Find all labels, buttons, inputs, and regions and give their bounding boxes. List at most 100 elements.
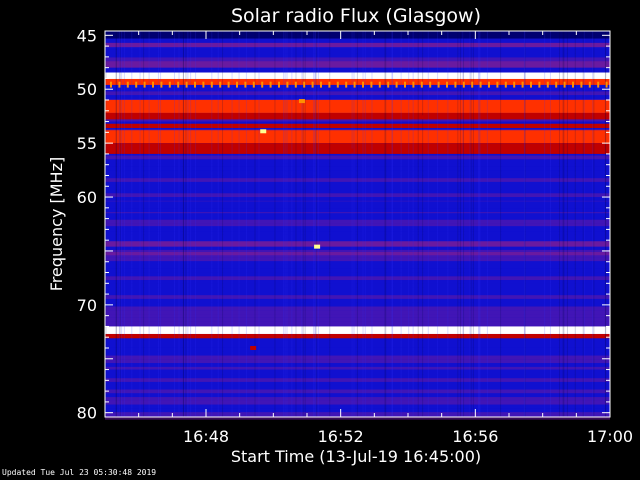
comb-dot — [429, 81, 432, 88]
streak — [182, 31, 184, 417]
texture-stripe — [105, 363, 610, 367]
streak — [211, 31, 213, 417]
streak — [119, 31, 121, 417]
frequency-band-17 — [105, 326, 610, 334]
streak — [462, 31, 464, 417]
streak — [315, 31, 317, 417]
texture-stripe — [105, 197, 610, 201]
comb-dot — [135, 81, 138, 88]
frequency-band-12 — [105, 213, 610, 218]
frequency-band-16 — [105, 261, 610, 265]
texture-stripe — [105, 246, 610, 250]
texture-stripe — [105, 283, 610, 288]
y-tick-label: 80 — [77, 404, 97, 423]
streak — [182, 31, 184, 417]
streak — [123, 31, 125, 417]
updated-timestamp: Updated Tue Jul 23 05:30:48 2019 — [2, 468, 157, 477]
comb-dot — [311, 81, 314, 88]
streak — [231, 31, 233, 417]
comb-dot — [202, 81, 205, 88]
texture-stripe — [105, 314, 610, 318]
texture-stripe — [105, 264, 610, 269]
y-axis: 45 50 55 60 70 80 — [77, 26, 610, 423]
streak — [583, 31, 585, 417]
streak — [437, 31, 439, 417]
comb-dot — [261, 81, 264, 88]
streak — [174, 31, 176, 417]
comb-dot — [110, 81, 112, 88]
streak — [314, 31, 316, 417]
streak — [353, 31, 355, 417]
texture-stripe — [105, 178, 610, 182]
frequency-band-0 — [105, 31, 610, 39]
comb-dot — [446, 81, 448, 88]
comb-dot — [555, 81, 558, 88]
comb-dot — [404, 81, 406, 88]
texture-stripe — [105, 257, 610, 262]
texture-stripe — [105, 302, 610, 307]
plot-area — [104, 30, 611, 420]
frequency-band-5 — [105, 100, 610, 113]
frequency-band-13 — [105, 226, 610, 230]
frequency-band-10 — [105, 171, 610, 176]
comb-dot — [504, 81, 507, 88]
comb-dot — [362, 81, 364, 88]
y-tick-label: 55 — [77, 134, 97, 153]
texture-stripe — [105, 287, 610, 292]
x-tick-label: 17:00 — [587, 427, 633, 446]
streak — [302, 31, 304, 417]
streak — [115, 31, 117, 417]
streak — [479, 31, 481, 417]
streak — [301, 31, 303, 417]
comb-dot — [378, 81, 381, 88]
streak — [139, 31, 141, 417]
texture-stripe — [105, 389, 610, 394]
texture-stripe — [105, 219, 610, 224]
streak — [351, 31, 353, 417]
texture-stripe — [105, 46, 610, 50]
texture-stripe — [105, 378, 610, 382]
comb-dot — [336, 81, 339, 88]
y-axis-label: Frequency [MHz] — [47, 157, 66, 291]
texture-stripe — [105, 231, 610, 235]
streak — [469, 31, 471, 417]
texture-stripe — [105, 208, 610, 213]
frequency-band-6 — [105, 112, 610, 120]
comb-dot — [353, 81, 356, 88]
radio-burst-0 — [260, 129, 267, 134]
comb-dot — [546, 81, 549, 88]
texture-stripe — [105, 415, 610, 420]
y-tick-label: 70 — [77, 296, 97, 315]
texture-stripe — [105, 397, 610, 401]
comb-dot — [488, 81, 490, 88]
texture-stripe — [105, 166, 610, 171]
texture-stripe — [105, 393, 610, 398]
texture-stripe — [105, 185, 610, 190]
comb-dot — [479, 81, 482, 88]
comb-dot — [437, 81, 440, 88]
frequency-band-7 — [105, 123, 610, 129]
comb-dot — [194, 81, 196, 88]
comb-dot — [530, 81, 532, 88]
texture-stripe — [105, 95, 610, 99]
texture-stripe — [105, 249, 610, 254]
streak — [523, 31, 525, 417]
x-axis-label: Start Time (13-Jul-19 16:45:00) — [231, 447, 481, 466]
streak — [574, 31, 576, 417]
x-tick-label: 16:56 — [452, 427, 498, 446]
texture-stripe — [105, 366, 610, 371]
streak — [563, 31, 565, 417]
texture-stripe — [105, 404, 610, 409]
comb-dot — [126, 81, 129, 88]
radio-bursts — [250, 99, 428, 350]
frequency-band-3 — [105, 72, 610, 79]
texture-stripe — [105, 408, 610, 413]
comb-dot — [244, 81, 247, 88]
comb-dot — [227, 81, 230, 88]
texture-stripe — [105, 291, 610, 296]
streak — [605, 31, 607, 417]
streak — [392, 31, 394, 417]
comb-dot — [420, 81, 423, 88]
streak — [245, 31, 247, 417]
comb-dot — [521, 81, 524, 88]
